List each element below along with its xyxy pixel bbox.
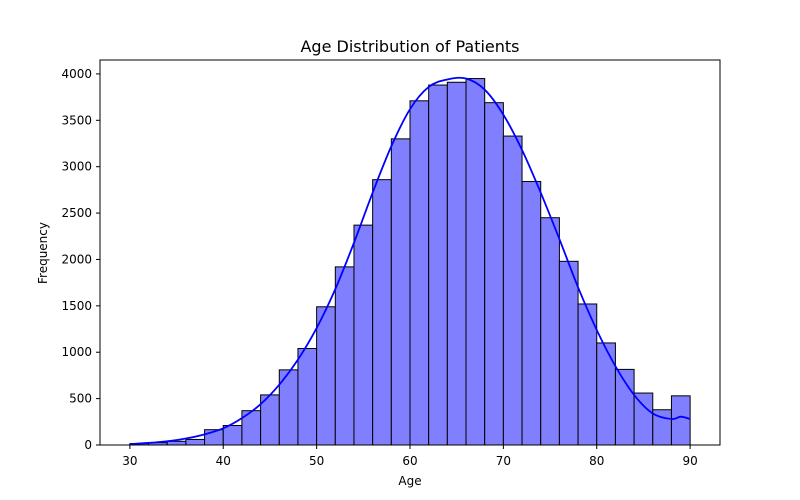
histogram-bar-36-38 bbox=[185, 438, 206, 446]
histogram-bar-72-74 bbox=[521, 181, 542, 446]
histogram-bar-74-76 bbox=[540, 217, 560, 446]
histogram-bar-62-64 bbox=[428, 84, 448, 446]
histogram-bar-70-72 bbox=[502, 135, 523, 446]
y-tick-label: 500 bbox=[69, 392, 92, 406]
histogram-bar-58-60 bbox=[390, 138, 411, 446]
x-tick-label: 80 bbox=[589, 454, 604, 468]
x-tick-label: 30 bbox=[122, 454, 137, 468]
histogram-bar-40-42 bbox=[222, 425, 243, 446]
histogram-bar-56-58 bbox=[372, 179, 392, 446]
x-tick-label: 50 bbox=[309, 454, 324, 468]
chart-title: Age Distribution of Patients bbox=[300, 37, 519, 56]
histogram-bar-88-90 bbox=[670, 395, 691, 446]
histogram-bar-66-68 bbox=[465, 78, 486, 446]
bars-layer bbox=[129, 78, 691, 446]
x-tick-label: 70 bbox=[496, 454, 511, 468]
y-tick-label: 2000 bbox=[61, 252, 92, 266]
y-tick-label: 3000 bbox=[61, 160, 92, 174]
x-tick-label: 60 bbox=[402, 454, 417, 468]
histogram-bar-48-50 bbox=[297, 348, 318, 446]
histogram-bar-80-82 bbox=[596, 342, 616, 446]
histogram-bar-76-78 bbox=[558, 260, 579, 446]
x-axis-label: Age bbox=[398, 474, 421, 488]
histogram-bar-68-70 bbox=[484, 102, 504, 446]
y-tick-label: 1500 bbox=[61, 299, 92, 313]
histogram-bar-52-54 bbox=[334, 266, 355, 446]
x-tick-label: 40 bbox=[216, 454, 231, 468]
histogram-bar-54-56 bbox=[353, 224, 374, 446]
histogram-bar-84-86 bbox=[633, 392, 654, 446]
x-axis-ticks: 30 40 50 60 70 80 90 bbox=[122, 445, 698, 468]
y-tick-label: 3500 bbox=[61, 113, 92, 127]
histogram-bar-64-66 bbox=[446, 81, 467, 446]
histogram-bar-60-62 bbox=[409, 100, 430, 446]
y-tick-label: 4000 bbox=[61, 67, 92, 81]
y-tick-label: 0 bbox=[84, 438, 92, 452]
kde-curve bbox=[129, 76, 691, 445]
histogram-bar-50-52 bbox=[316, 306, 336, 446]
y-tick-label: 1000 bbox=[61, 345, 92, 359]
x-tick-label: 90 bbox=[682, 454, 697, 468]
y-axis-ticks: 0 500 1000 1500 2000 2500 3000 3500 4000 bbox=[61, 67, 100, 452]
y-tick-label: 2500 bbox=[61, 206, 92, 220]
y-axis-label: Frequency bbox=[36, 222, 50, 284]
